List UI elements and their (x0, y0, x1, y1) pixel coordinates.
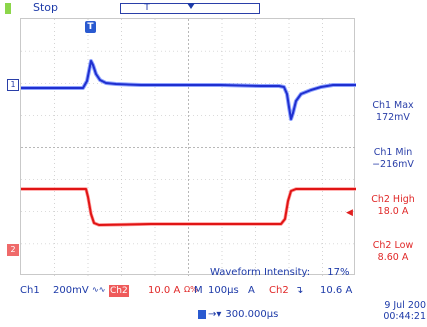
ch2-scale[interactable]: 10.0 A (148, 285, 181, 296)
graticule-svg (21, 19, 356, 276)
measurement-label: Ch1 Min (373, 147, 413, 158)
top-status-bar: Stop T (0, 0, 427, 18)
measurement-ch2-high: Ch2 High 18.0 A (360, 194, 426, 218)
measurement-ch1-min: Ch1 Min −216mV (360, 147, 426, 171)
trigger-position-indicator (187, 3, 195, 9)
trigger-position-value: 300.000µs (225, 309, 279, 320)
measurement-label: Ch2 High (371, 194, 415, 205)
measurement-value: 172mV (376, 112, 410, 123)
trigger-t-marker[interactable]: T (85, 21, 96, 33)
ch1-scale[interactable]: 200mV (53, 285, 89, 296)
measurement-value: −216mV (372, 159, 414, 170)
time: 00:44:21 (383, 311, 426, 322)
impedance-icon: Ω% (184, 285, 198, 294)
measurement-ch1-max: Ch1 Max 172mV (360, 100, 426, 124)
waveform-graticule (20, 18, 356, 276)
waveform-intensity-readout: Waveform Intensity: 17% (210, 267, 350, 278)
waveform-intensity-value: 17% (327, 267, 350, 278)
ch1-trace-halo (21, 59, 356, 121)
timebase-value[interactable]: 100µs (208, 285, 239, 296)
channel-settings-bar: Ch1 200mV ∿∿ Ch2 10.0 A Ω% M 100µs A Ch2… (20, 285, 355, 299)
record-trigger-marker: T (144, 3, 150, 13)
acquisition-status: Stop (33, 1, 59, 14)
date: 9 Jul 200 (384, 300, 426, 311)
trigger-label: A (248, 285, 255, 296)
timebase-label: M (194, 285, 203, 296)
ch2-label[interactable]: Ch2 (109, 285, 129, 297)
trigger-source[interactable]: Ch2 (269, 285, 289, 296)
ch1-ground-marker[interactable]: 1 (7, 79, 19, 91)
ch2-ground-marker[interactable]: 2 (7, 244, 19, 256)
measurement-value: 18.0 A (377, 206, 409, 217)
grid-lines (21, 19, 356, 276)
trigger-position-readout[interactable]: →▾ 300.000µs (198, 309, 278, 320)
date-time-readout: 9 Jul 200 00:44:21 (366, 300, 426, 322)
run-stop-indicator (5, 3, 11, 14)
waveform-intensity-label: Waveform Intensity: (210, 267, 311, 278)
trigger-level-arrow: ◀ (346, 208, 353, 218)
ch1-trace (21, 60, 356, 120)
measurement-value: 8.60 A (377, 252, 409, 263)
ch2-trace (21, 188, 356, 226)
bandwidth-icon: ∿∿ (92, 285, 106, 294)
trigger-level[interactable]: 10.6 A (320, 285, 353, 296)
measurement-label: Ch2 Low (372, 240, 414, 251)
ch1-label[interactable]: Ch1 (20, 285, 40, 296)
trigger-position-icon (198, 309, 206, 319)
measurement-ch2-low: Ch2 Low 8.60 A (360, 240, 426, 264)
waveform-traces (21, 59, 356, 227)
arrow-icon: →▾ (208, 309, 222, 320)
measurement-label: Ch1 Max (372, 100, 414, 111)
trigger-slope-icon: ↴ (295, 285, 304, 296)
